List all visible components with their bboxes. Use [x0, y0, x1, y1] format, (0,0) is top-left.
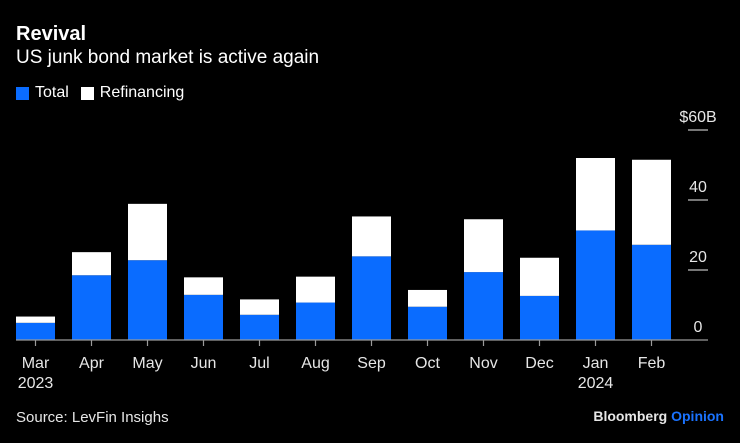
x-tick-label: Dec [525, 355, 553, 372]
bar-refinancing-oct [408, 289, 447, 307]
bar-total-aug [296, 302, 335, 340]
x-tick-year-label: 2023 [18, 375, 54, 392]
chart-subtitle: US junk bond market is active again [16, 47, 320, 68]
x-tick-label: Aug [301, 355, 329, 372]
legend-item-total: Total [16, 84, 69, 102]
bar-total-sep [352, 256, 391, 340]
y-tick-label: 20 [689, 249, 707, 266]
x-tick-label: Oct [415, 355, 440, 372]
y-tick-label: $60B [679, 109, 716, 126]
bar-refinancing-feb [632, 159, 671, 245]
bar-total-apr [72, 275, 111, 340]
x-tick-label: Sep [357, 355, 386, 372]
x-tick-label: Jun [191, 355, 217, 372]
bar-refinancing-nov [464, 219, 503, 273]
bar-refinancing-may [128, 203, 167, 261]
legend-swatch-total [16, 86, 29, 100]
x-tick-label: Mar [22, 355, 50, 372]
bar-refinancing-jul [240, 299, 279, 315]
bar-total-nov [464, 272, 503, 340]
x-tick-label: Feb [638, 355, 666, 372]
bar-refinancing-sep [352, 216, 391, 257]
legend-label-total: Total [35, 84, 69, 101]
brand-main: Bloomberg [593, 408, 668, 424]
bar-refinancing-aug [296, 276, 335, 303]
x-tick-label: May [132, 355, 162, 372]
bar-refinancing-dec [520, 257, 559, 296]
bar-total-jul [240, 314, 279, 340]
legend: Total Refinancing [16, 84, 196, 102]
x-tick-label: Apr [79, 355, 105, 372]
bar-total-jun [184, 294, 223, 340]
x-tick-label: Jul [249, 355, 269, 372]
y-tick-label: 0 [694, 319, 703, 336]
x-tick-label: Nov [469, 355, 497, 372]
y-tick-label: 40 [689, 179, 707, 196]
bar-refinancing-mar [16, 316, 55, 323]
bar-total-mar [16, 322, 55, 340]
bar-total-feb [632, 244, 671, 340]
legend-label-refinancing: Refinancing [99, 84, 185, 101]
bar-total-jan [576, 230, 615, 340]
legend-item-refinancing: Refinancing [80, 84, 185, 102]
brand-logo: Bloomberg Opinion [593, 408, 724, 424]
bar-refinancing-apr [72, 252, 111, 276]
bar-refinancing-jun [184, 277, 223, 295]
bar-total-oct [408, 306, 447, 340]
chart-title: Revival [16, 23, 87, 45]
bar-refinancing-jan [576, 158, 615, 231]
bar-total-dec [520, 295, 559, 340]
source-note: Source: LevFin Insighs [16, 409, 169, 426]
brand-accent: Opinion [671, 408, 724, 424]
x-tick-label: Jan [583, 355, 609, 372]
bar-total-may [128, 260, 167, 340]
legend-swatch-refinancing [80, 86, 94, 100]
x-tick-year-label: 2024 [578, 375, 614, 392]
